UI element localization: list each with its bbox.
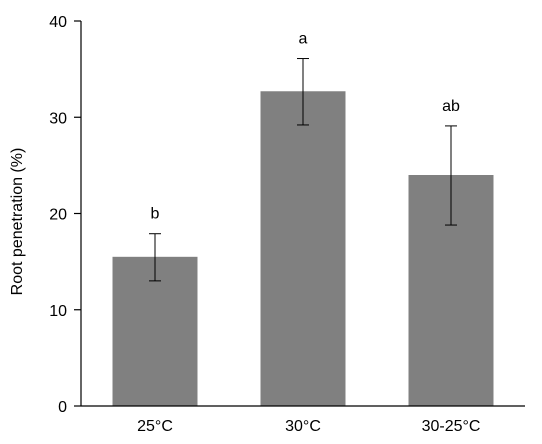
error-bars-group: [149, 58, 457, 282]
y-tick-label: 0: [58, 399, 67, 416]
x-tick-label: 25°C: [137, 418, 173, 435]
significance-letter: a: [299, 31, 308, 48]
y-tick-label: 10: [49, 303, 67, 320]
bar: [112, 256, 198, 406]
y-tick-label: 30: [49, 110, 67, 127]
significance-letters-group: b a ab: [151, 31, 460, 223]
y-tick-label: 20: [49, 207, 67, 224]
x-tick-labels-group: 25°C 30°C 30-25°C: [137, 418, 480, 435]
significance-letter: ab: [442, 98, 460, 115]
bars-group: [112, 91, 494, 406]
y-tick-label: 40: [49, 14, 67, 31]
bar: [260, 91, 346, 406]
y-ticks-group: 0 10 20 30 40: [49, 14, 81, 416]
x-tick-label: 30°C: [285, 418, 321, 435]
x-tick-label: 30-25°C: [422, 418, 481, 435]
significance-letter: b: [151, 206, 160, 223]
y-axis-label: Root penetration (%): [9, 148, 26, 296]
